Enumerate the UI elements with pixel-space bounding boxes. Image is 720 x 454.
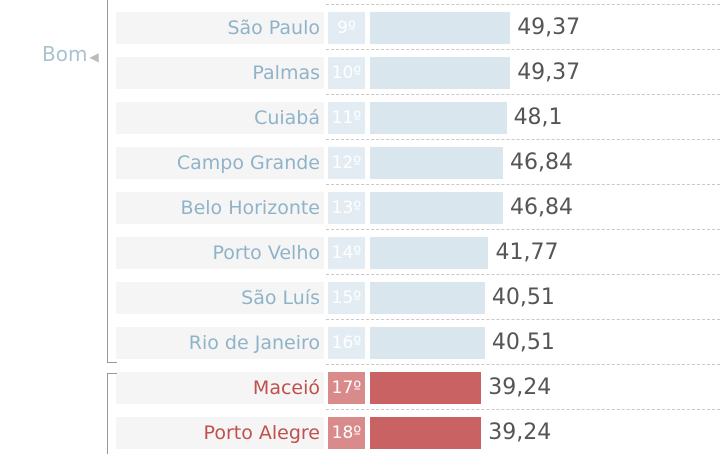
row-divider: [326, 409, 720, 410]
value-label: 46,84: [509, 150, 573, 175]
value-label: 39,24: [488, 375, 552, 400]
chart-row: São Luís 15º 40,51: [0, 270, 720, 315]
bar: [370, 282, 485, 314]
row-divider: [326, 4, 720, 5]
value-label: 40,51: [491, 285, 555, 310]
group-label-bom: Bom ◀: [42, 42, 99, 66]
city-label: São Luís: [241, 287, 320, 309]
label-background: [116, 417, 324, 449]
label-background: [116, 102, 324, 134]
label-background: [116, 192, 324, 224]
chart-row: Maceió 17º 39,24: [0, 360, 720, 405]
city-label: Maceió: [252, 377, 320, 399]
row-divider: [326, 364, 720, 365]
city-label: Rio de Janeiro: [188, 332, 320, 354]
bar: [370, 237, 489, 269]
label-background: [116, 327, 324, 359]
city-label: São Paulo: [227, 17, 320, 39]
rank-badge: 12º: [328, 147, 365, 179]
label-background: [116, 372, 324, 404]
rank-badge: 14º: [328, 237, 365, 269]
rank-badge: 11º: [328, 102, 365, 134]
chart-row: Palmas 10º 49,37: [0, 45, 720, 90]
label-background: [116, 237, 324, 269]
rank-badge: 10º: [328, 57, 365, 89]
bar: [370, 417, 482, 449]
chart-row: Rio de Janeiro 16º 40,51: [0, 315, 720, 360]
chart-row: Cuiabá 11º 48,1: [0, 90, 720, 135]
triangle-left-icon: ◀: [89, 50, 99, 64]
value-label: 39,24: [488, 420, 552, 445]
bar: [370, 327, 485, 359]
rank-badge: 13º: [328, 192, 365, 224]
row-divider: [326, 319, 720, 320]
value-label: 48,1: [513, 105, 563, 130]
rank-badge: 9º: [328, 12, 365, 44]
bar: [370, 372, 482, 404]
value-label: 41,77: [495, 240, 559, 265]
label-background: [116, 57, 324, 89]
rank-badge: 15º: [328, 282, 365, 314]
chart-row: Porto Velho 14º 41,77: [0, 225, 720, 270]
group-bracket-bom: [107, 0, 117, 363]
row-divider: [326, 139, 720, 140]
label-background: [116, 147, 324, 179]
bar: [370, 12, 511, 44]
row-divider: [326, 274, 720, 275]
rank-badge: 16º: [328, 327, 365, 359]
city-label: Belo Horizonte: [180, 197, 320, 219]
row-divider: [326, 49, 720, 50]
city-label: Palmas: [252, 62, 320, 84]
bar: [370, 192, 503, 224]
bar: [370, 57, 511, 89]
row-divider: [326, 229, 720, 230]
chart-row: Belo Horizonte 13º 46,84: [0, 180, 720, 225]
rank-badge: 18º: [328, 417, 365, 449]
chart-row: Campo Grande 12º 46,84: [0, 135, 720, 180]
value-label: 49,37: [517, 60, 581, 85]
city-label: Campo Grande: [176, 152, 320, 174]
city-label: Cuiabá: [254, 107, 320, 129]
group-bracket-red: [107, 373, 117, 454]
value-label: 49,37: [517, 15, 581, 40]
label-background: [116, 282, 324, 314]
row-divider: [326, 184, 720, 185]
value-label: 40,51: [491, 330, 555, 355]
chart-row: Porto Alegre 18º 39,24: [0, 405, 720, 450]
city-label: Porto Alegre: [203, 422, 320, 444]
value-label: 46,84: [509, 195, 573, 220]
rank-badge: 17º: [328, 372, 365, 404]
bar: [370, 147, 503, 179]
chart-row: São Paulo 9º 49,37: [0, 0, 720, 45]
bar: [370, 102, 507, 134]
label-background: [116, 12, 324, 44]
row-divider: [326, 94, 720, 95]
city-label: Porto Velho: [212, 242, 321, 264]
